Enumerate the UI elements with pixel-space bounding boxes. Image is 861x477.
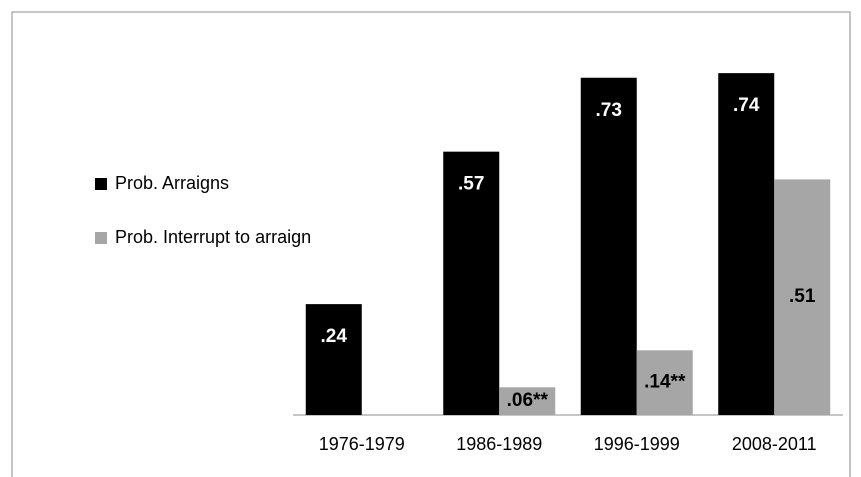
bar: [443, 151, 500, 415]
data-label: .14**: [644, 372, 686, 393]
bar: [305, 304, 362, 415]
bar: [636, 350, 693, 415]
data-label: .73: [596, 100, 622, 121]
chart-frame: [11, 11, 851, 477]
data-label: .06**: [507, 390, 549, 411]
x-tick-label: 1996-1999: [594, 434, 680, 454]
legend-swatch: [95, 178, 107, 190]
x-tick-label: 1986-1989: [456, 434, 542, 454]
legend-label: Prob. Arraigns: [115, 173, 229, 193]
data-label: .57: [458, 174, 484, 195]
legend-label: Prob. Interrupt to arraign: [115, 227, 311, 247]
bar: [499, 387, 556, 415]
x-tick-label: 2008-2011: [732, 434, 817, 454]
bar: [718, 73, 775, 416]
bar: [774, 179, 831, 415]
legend-swatch: [95, 232, 107, 244]
bar: [580, 77, 637, 416]
data-label: .74: [733, 95, 760, 116]
data-label: .51: [789, 286, 816, 307]
x-tick-label: 1976-1979: [319, 434, 405, 454]
data-label: .24: [321, 326, 348, 347]
